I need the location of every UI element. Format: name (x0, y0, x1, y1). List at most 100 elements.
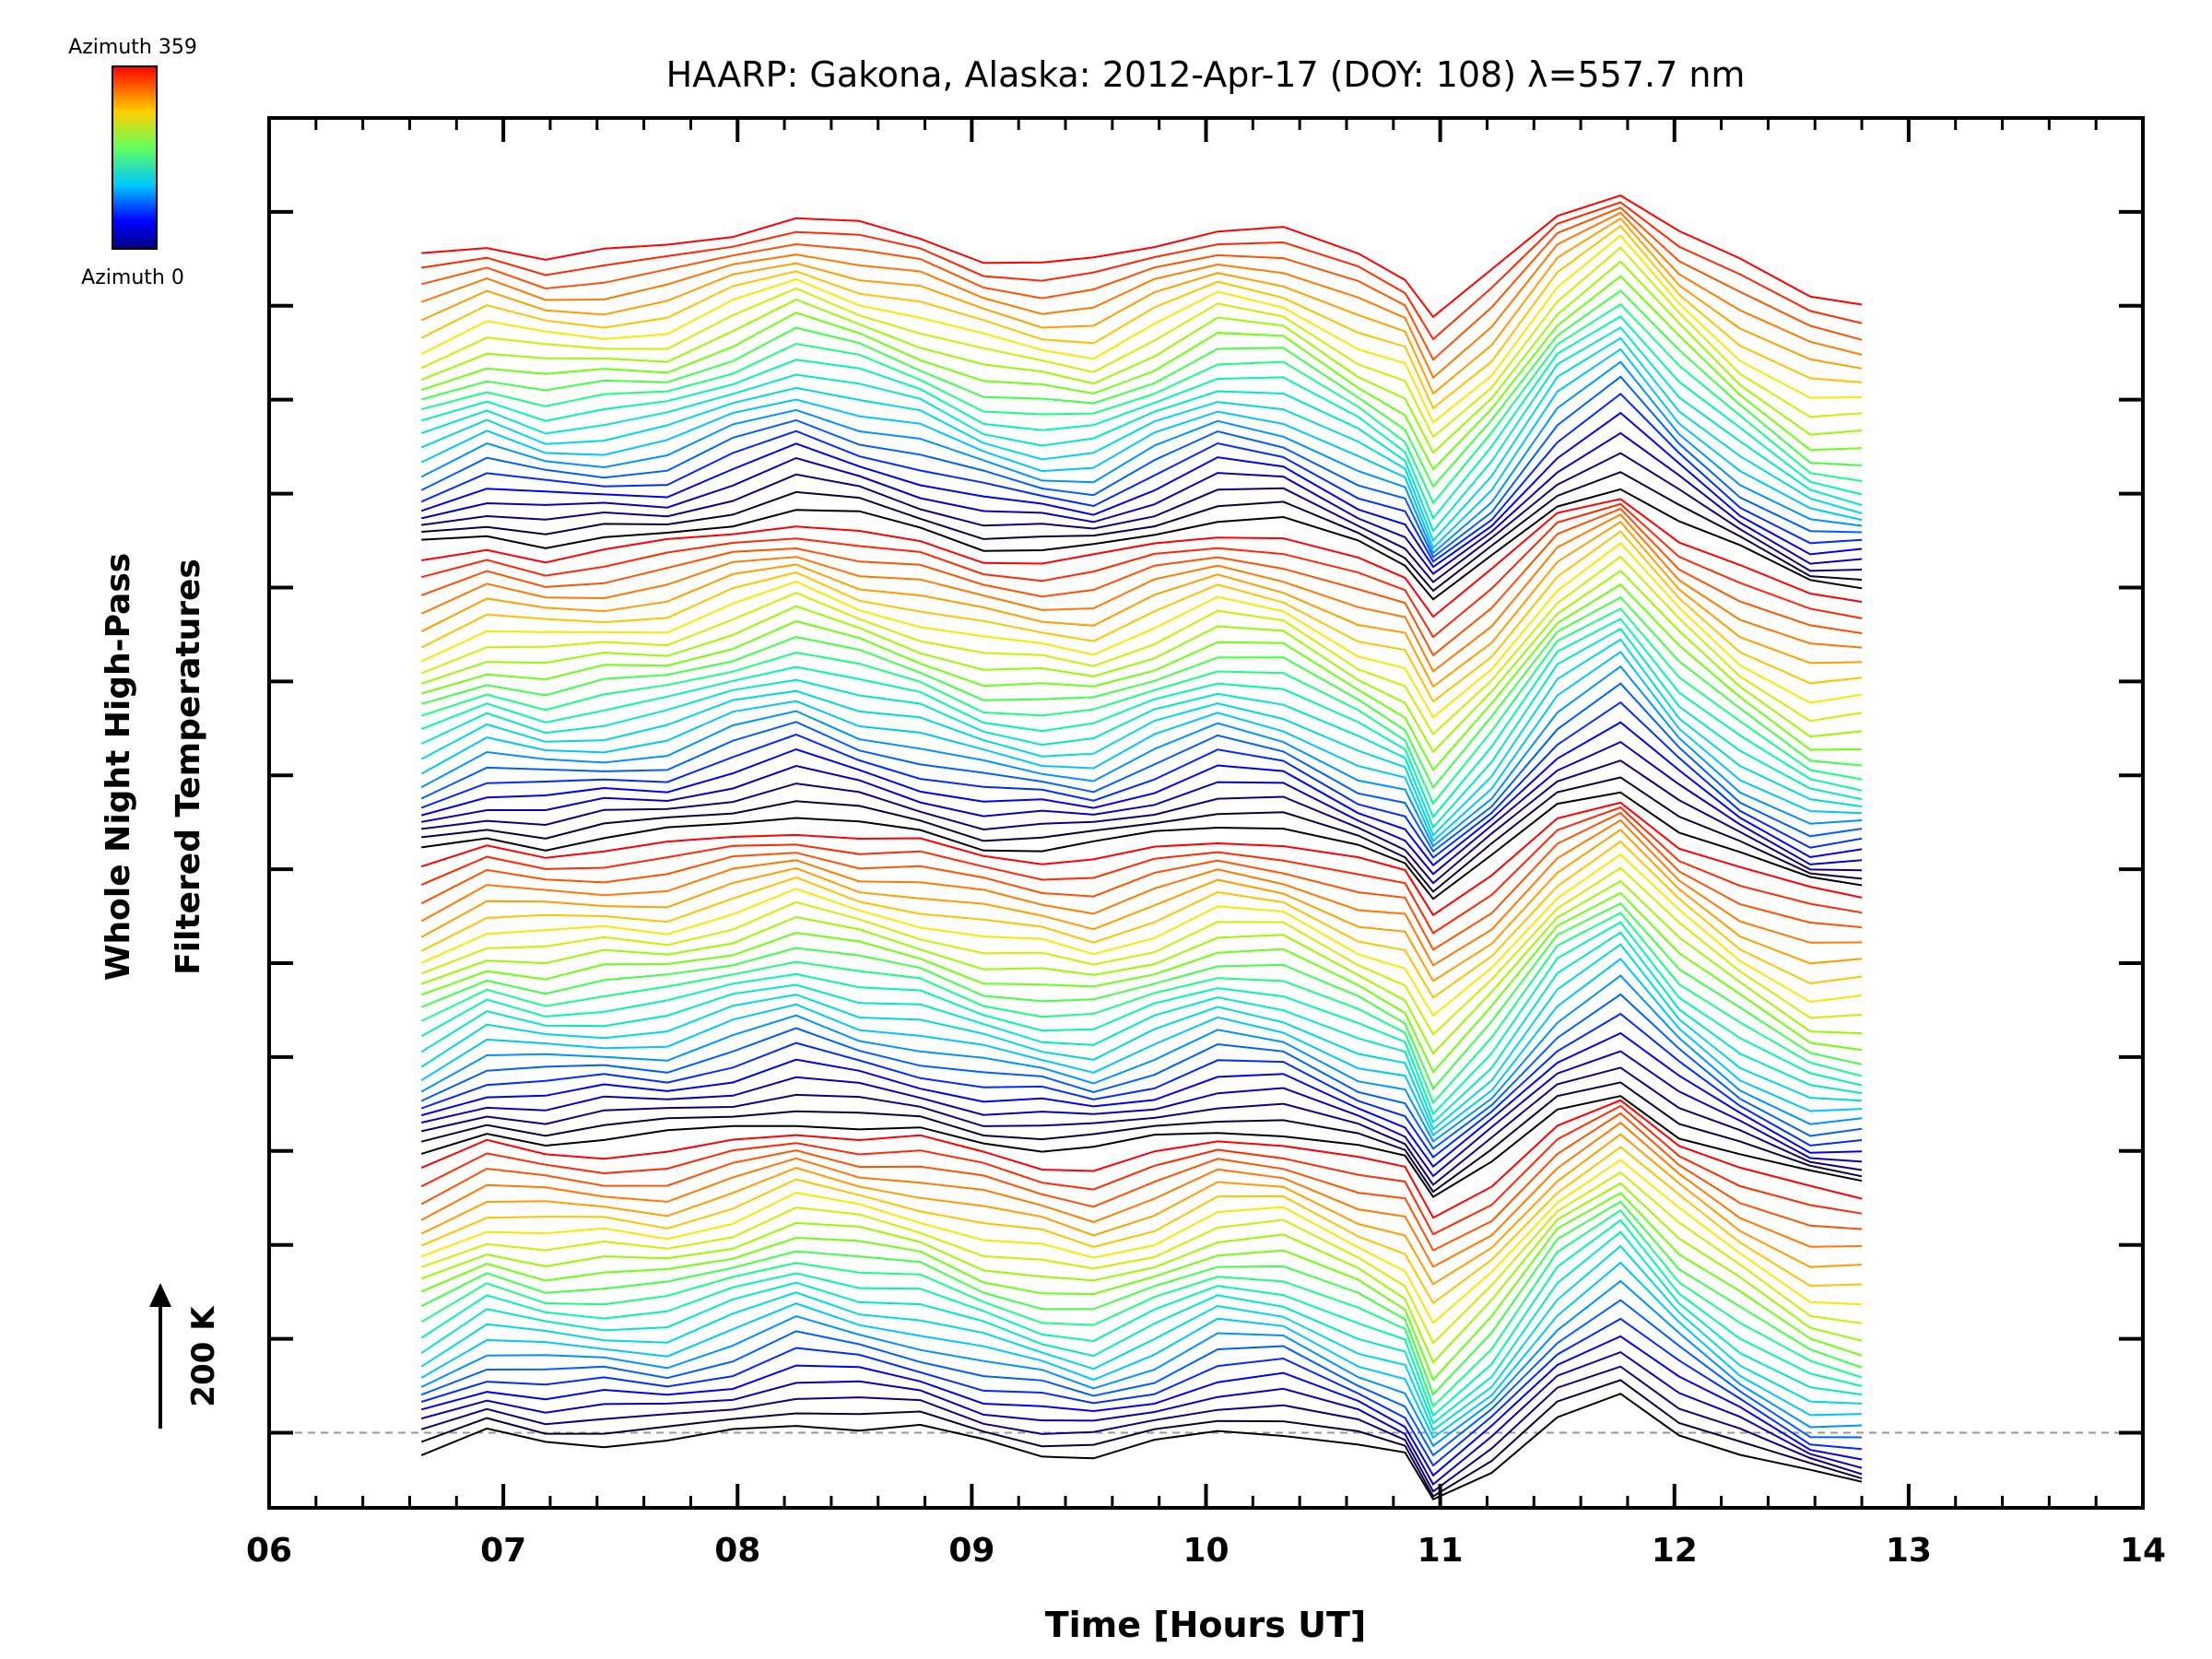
series-line (420, 1192, 1863, 1382)
series-line (420, 931, 1863, 1124)
series-line (420, 507, 1863, 657)
scale-bar: 200 K (149, 1283, 222, 1429)
series-line (420, 879, 1863, 1055)
colorbar-bottom-label: Azimuth 0 (81, 266, 184, 289)
series-line (420, 912, 1863, 1105)
series-line (420, 326, 1863, 533)
series-line (420, 275, 1863, 471)
series-line (420, 206, 1863, 361)
x-tick-label: 09 (948, 1532, 994, 1570)
series-line (420, 901, 1863, 1091)
series-line (420, 583, 1863, 772)
colorbar: Azimuth 359 Azimuth 0 (68, 36, 197, 289)
series-line (421, 194, 1863, 319)
series-line (420, 866, 1863, 1036)
series-line (420, 1159, 1863, 1324)
series-line (421, 452, 1863, 583)
series-line (420, 570, 1863, 754)
x-ticks: 06 07 08 09 10 11 12 13 14 (246, 118, 2166, 1570)
x-tick-label: 13 (1886, 1532, 1932, 1570)
series-line (420, 811, 1863, 951)
series-line (420, 1012, 1863, 1159)
series-line (420, 1350, 1863, 1487)
series-line (420, 1299, 1863, 1457)
series-line (420, 1099, 1863, 1219)
colorbar-top-label: Azimuth 359 (68, 36, 197, 59)
series-line (420, 1031, 1863, 1169)
x-tick-label: 14 (2120, 1532, 2166, 1570)
series-line (420, 958, 1863, 1137)
y-ticks (269, 209, 2143, 1435)
series-line (420, 607, 1863, 806)
series-line (420, 375, 1863, 559)
series-group (420, 194, 1863, 1500)
series-line (420, 891, 1863, 1074)
series-line (421, 498, 1863, 618)
series-line (420, 801, 1863, 917)
y-axis-label: Whole Night High-Pass Filtered Temperatu… (100, 553, 207, 981)
scale-bar-label: 200 K (185, 1305, 222, 1407)
series-line (420, 818, 1863, 967)
series-line (420, 347, 1863, 550)
series-line (421, 759, 1863, 885)
x-tick-label: 08 (714, 1532, 760, 1570)
series-line (420, 392, 1863, 563)
series-line (420, 224, 1863, 410)
series-line (420, 289, 1863, 488)
series-line (420, 211, 1863, 380)
series-line (420, 1081, 1863, 1194)
series-line (420, 1112, 1863, 1252)
chart-title: HAARP: Gakona, Alaska: 2012-Apr-17 (DOY:… (666, 54, 1746, 95)
series-line (421, 488, 1863, 601)
series-line (420, 721, 1863, 867)
series-line (420, 638, 1863, 837)
x-tick-label: 12 (1652, 1532, 1698, 1570)
series-line (420, 628, 1863, 830)
series-line (420, 520, 1863, 688)
series-line (420, 806, 1863, 935)
series-line (420, 1379, 1863, 1498)
series-line (420, 1133, 1863, 1286)
series-line (420, 234, 1863, 424)
series-line (420, 921, 1863, 1116)
colorbar-gradient (112, 65, 158, 250)
series-line (420, 1182, 1863, 1364)
scale-bar-arrow-head (149, 1283, 171, 1307)
x-axis-label: Time [Hours UT] (1045, 1605, 1367, 1645)
series-line (421, 201, 1863, 341)
series-line (420, 431, 1863, 575)
series-line (421, 791, 1863, 900)
series-line (420, 1208, 1863, 1408)
series-line (420, 1244, 1863, 1432)
series-line (420, 700, 1863, 859)
series-line (420, 840, 1863, 999)
series-line (420, 217, 1863, 395)
series-line (420, 360, 1863, 555)
series-line (420, 943, 1863, 1131)
y-axis-label-line-1: Whole Night High-Pass (100, 553, 137, 981)
series-line (420, 1365, 1863, 1493)
series-line (420, 1317, 1863, 1467)
series-line (420, 542, 1863, 719)
series-line (420, 246, 1863, 439)
x-tick-label: 06 (246, 1532, 292, 1570)
series-line (420, 302, 1863, 505)
series-line (420, 665, 1863, 848)
series-line (420, 595, 1863, 790)
series-line (420, 1146, 1863, 1305)
series-line (420, 682, 1863, 853)
series-line (420, 336, 1863, 543)
series-line (420, 1261, 1863, 1440)
series-line (420, 1279, 1863, 1448)
series-line (420, 1050, 1863, 1178)
series-line (420, 260, 1863, 454)
series-line (420, 974, 1863, 1143)
series-line (421, 776, 1863, 893)
series-line (420, 853, 1863, 1018)
series-line (420, 829, 1863, 982)
x-tick-label: 07 (480, 1532, 526, 1570)
series-line (421, 471, 1863, 593)
x-tick-label: 10 (1182, 1532, 1229, 1570)
series-line (420, 618, 1863, 819)
